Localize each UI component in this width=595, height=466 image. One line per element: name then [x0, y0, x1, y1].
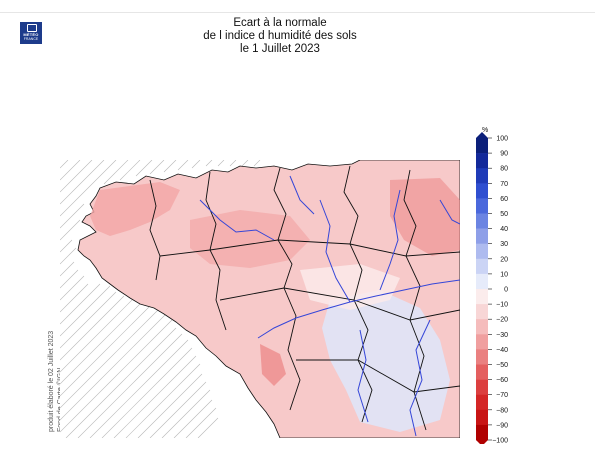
legend-tick-label: 0: [504, 287, 508, 294]
legend-tick-label: −50: [496, 362, 508, 369]
title-line-1: Ecart à la normale: [233, 17, 327, 29]
legend-band: [476, 243, 488, 260]
sea-hatching: [60, 160, 261, 438]
legend-tick-label: −80: [496, 407, 508, 414]
title-line-2: de l indice d humidité des sols: [203, 30, 357, 42]
legend-band: [476, 258, 488, 275]
map-title: Ecart à la normale de l indice d humidit…: [180, 17, 380, 56]
legend-tick-label: −90: [496, 422, 508, 429]
logo-text-line1: MÉTÉO: [23, 32, 39, 37]
regional-borders: [149, 165, 460, 431]
legend-tick-label: −30: [496, 332, 508, 339]
credit-production-date: produit élaboré le 02 Juillet 2023: [48, 330, 55, 432]
legend-tick-label: −70: [496, 392, 508, 399]
legend-tick-label: 40: [500, 226, 508, 233]
soil-moisture-map: [60, 160, 460, 438]
legend-band: [476, 364, 488, 380]
legend-tick-label: 30: [500, 241, 508, 248]
legend-tick-label: −60: [496, 377, 508, 384]
legend-tick-label: −100: [492, 438, 508, 445]
legend-tick-label: 70: [500, 181, 508, 188]
legend-unit: %: [482, 127, 488, 134]
top-divider: [0, 12, 595, 13]
legend-band: [476, 379, 488, 395]
color-scale-legend: % 1009080706050403020100−10−20−30−40−50−…: [476, 127, 508, 445]
legend-band: [476, 183, 488, 199]
legend-band: [476, 228, 488, 244]
legend-band: [476, 289, 488, 305]
legend-tick-label: 20: [500, 256, 508, 263]
legend-tick-label: 100: [496, 136, 508, 143]
legend-band: [476, 138, 488, 154]
legend-tick-label: −20: [496, 317, 508, 324]
dry-zone-central: [190, 210, 310, 268]
legend-tick-label: 80: [500, 166, 508, 173]
legend-band: [476, 153, 488, 169]
neutral-zone: [300, 264, 400, 310]
legend-band: [476, 213, 488, 229]
logo-text-line2: FRANCE: [23, 37, 39, 41]
legend-tick-label: 90: [500, 151, 508, 158]
legend-tick-label: 10: [500, 271, 508, 278]
legend-arrow-bottom: [476, 440, 488, 444]
dry-zone-west: [90, 182, 180, 236]
legend-band: [476, 168, 488, 184]
legend-tick-label: 50: [500, 211, 508, 218]
rivers: [199, 175, 460, 437]
legend-band: [476, 198, 488, 214]
meteo-france-logo: MÉTÉO FRANCE: [20, 22, 42, 44]
legend-band: [476, 334, 488, 350]
legend-tick-label: −40: [496, 347, 508, 354]
legend-band: [476, 409, 488, 426]
dry-zone-coast: [260, 344, 286, 386]
title-line-3: le 1 Juillet 2023: [240, 43, 320, 55]
legend-band: [476, 319, 488, 335]
legend-tick-labels: 1009080706050403020100−10−20−30−40−50−60…: [488, 136, 508, 445]
legend-band: [476, 304, 488, 320]
legend-color-bands: [476, 132, 488, 444]
legend-band: [476, 349, 488, 365]
legend-tick-label: 60: [500, 196, 508, 203]
logo-mark-icon: [27, 24, 37, 32]
legend-arrow-top: [476, 132, 488, 138]
legend-band: [476, 394, 488, 411]
dry-zone-northeast: [390, 178, 460, 256]
legend-tick-label: −10: [496, 302, 508, 309]
legend-band: [476, 273, 488, 290]
wet-zone-south: [322, 290, 450, 432]
legend-band: [476, 424, 488, 441]
